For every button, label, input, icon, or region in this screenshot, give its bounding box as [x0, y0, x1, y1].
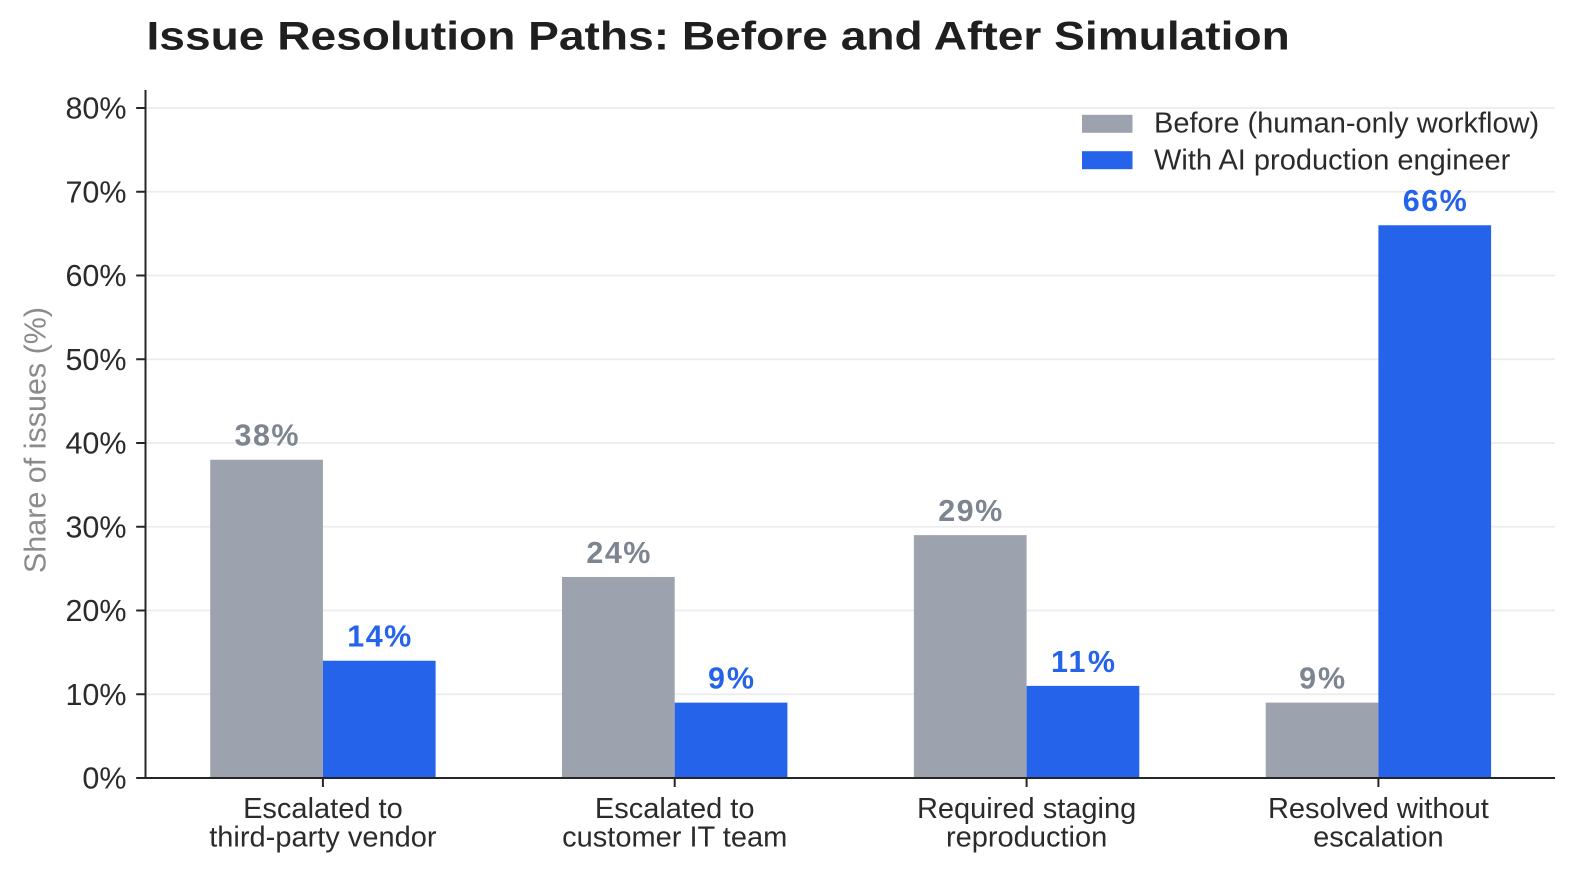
svg-text:9%: 9%: [708, 662, 754, 696]
svg-text:80%: 80%: [65, 92, 126, 126]
svg-text:0%: 0%: [82, 762, 126, 796]
svg-text:Issue Resolution Paths: Before: Issue Resolution Paths: Before and After…: [147, 14, 1290, 58]
svg-text:With AI production engineer: With AI production engineer: [1154, 145, 1511, 177]
svg-text:60%: 60%: [65, 259, 126, 293]
svg-text:11%: 11%: [1051, 645, 1115, 679]
svg-text:38%: 38%: [235, 419, 299, 453]
svg-text:20%: 20%: [65, 594, 126, 628]
svg-text:50%: 50%: [65, 343, 126, 377]
svg-text:14%: 14%: [347, 620, 411, 654]
svg-text:Before (human-only workflow): Before (human-only workflow): [1154, 108, 1539, 140]
svg-text:29%: 29%: [938, 494, 1002, 528]
svg-text:40%: 40%: [65, 427, 126, 461]
svg-text:9%: 9%: [1299, 662, 1345, 696]
svg-text:Share of issues (%): Share of issues (%): [19, 307, 53, 573]
svg-text:70%: 70%: [65, 175, 126, 209]
svg-text:10%: 10%: [65, 678, 126, 712]
svg-text:66%: 66%: [1403, 184, 1467, 218]
svg-text:30%: 30%: [65, 510, 126, 544]
svg-text:24%: 24%: [586, 536, 650, 570]
